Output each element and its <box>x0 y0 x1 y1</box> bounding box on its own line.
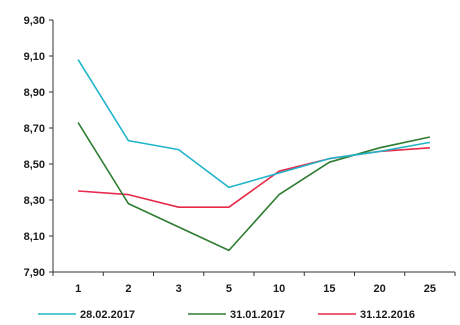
x-tick-label: 1 <box>75 283 81 295</box>
y-tick-label: 8,70 <box>24 123 45 135</box>
legend-label: 28.02.2017 <box>80 309 135 321</box>
legend-label: 31.12.2016 <box>360 309 415 321</box>
y-tick-label: 8,30 <box>24 195 45 207</box>
legend-label: 31.01.2017 <box>230 309 285 321</box>
x-tick-label: 5 <box>226 283 232 295</box>
series-line-28.02.2017 <box>77 59 431 189</box>
y-tick-label: 9,30 <box>24 15 45 27</box>
y-tick-label: 7,90 <box>24 267 45 279</box>
y-tick-label: 8,10 <box>24 231 45 243</box>
y-tick-label: 8,50 <box>24 159 45 171</box>
y-tick-label: 8,90 <box>24 87 45 99</box>
y-tick-label: 9,10 <box>24 51 45 63</box>
x-tick-label: 2 <box>125 283 131 295</box>
x-tick-label: 3 <box>176 283 182 295</box>
x-tick-label: 10 <box>273 283 285 295</box>
series-line-31.01.2017 <box>77 122 431 252</box>
y-axis: 9,30 9,10 8,90 8,70 8,50 8,30 8,10 7,90 <box>24 15 54 279</box>
x-tick-label: 25 <box>424 283 436 295</box>
legend: 28.02.2017 31.01.2017 31.12.2016 <box>38 309 415 321</box>
x-axis: 1 2 3 5 10 15 20 25 <box>52 271 456 295</box>
x-tick-label: 20 <box>374 283 386 295</box>
series-lines <box>77 59 431 252</box>
series-line-31.12.2016 <box>78 147 430 208</box>
x-tick-label: 15 <box>323 283 335 295</box>
